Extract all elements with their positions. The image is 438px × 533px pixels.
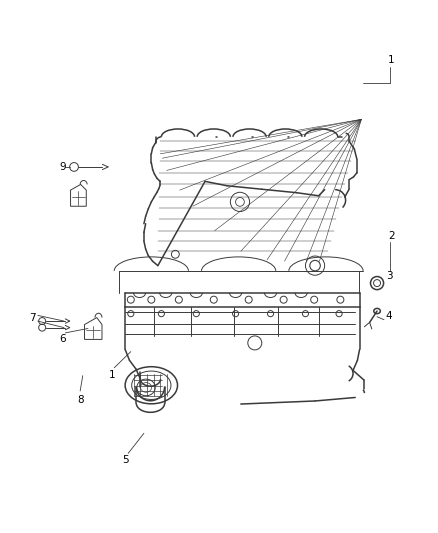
Text: 9: 9 — [60, 162, 66, 172]
Text: 8: 8 — [77, 395, 84, 405]
Text: 6: 6 — [60, 334, 66, 344]
Text: 5: 5 — [122, 455, 128, 465]
Text: 4: 4 — [386, 311, 392, 321]
Text: 2: 2 — [388, 231, 395, 241]
Text: 1: 1 — [109, 370, 115, 381]
Text: 7: 7 — [29, 313, 35, 323]
Text: 3: 3 — [386, 271, 392, 281]
Text: 1: 1 — [388, 55, 395, 65]
